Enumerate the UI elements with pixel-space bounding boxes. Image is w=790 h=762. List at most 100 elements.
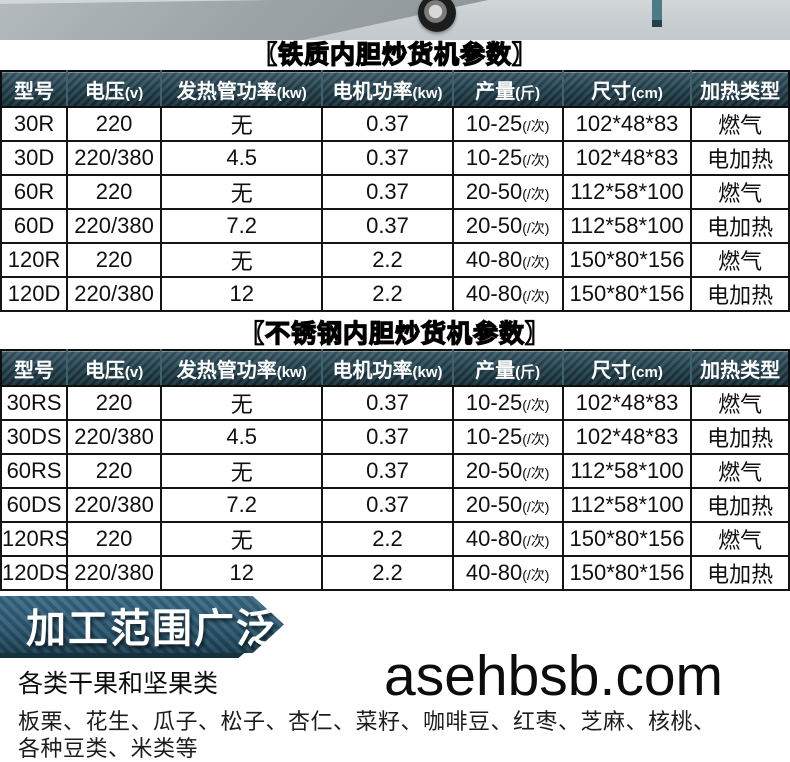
size-cell: 102*48*83 [561, 106, 693, 142]
size-cell: 112*58*100 [561, 487, 693, 523]
column-header: 产量(斤) [451, 70, 564, 108]
heater-power-cell: 无 [159, 453, 324, 489]
size-cell: 150*80*156 [561, 555, 693, 591]
motor-power-cell: 2.2 [321, 555, 454, 591]
voltage-cell: 220 [66, 453, 162, 489]
voltage-cell: 220 [66, 242, 162, 278]
column-header: 型号 [0, 349, 69, 387]
heating-type-cell: 电加热 [690, 555, 790, 591]
banner-arrow-ribbon: 加工范围广泛 [0, 596, 284, 653]
motor-power-cell: 0.37 [321, 487, 454, 523]
size-cell: 112*58*100 [561, 208, 693, 244]
column-header: 加热类型 [690, 70, 790, 108]
voltage-cell: 220 [66, 106, 162, 142]
heating-type-cell: 燃气 [690, 521, 790, 557]
header-row: 型号 电压(v) 发热管功率(kw) 电机功率(kw) 产量(斤) 尺寸(cm) 加热类型 [0, 349, 790, 387]
motor-power-cell: 0.37 [321, 140, 454, 176]
table-row: 30RS 220 无 0.37 10-25(/次) 102*48*83 燃气 [0, 385, 790, 421]
size-cell: 102*48*83 [561, 385, 693, 421]
output-cell: 40-80(/次) [451, 276, 564, 312]
heater-power-cell: 无 [159, 174, 324, 210]
table-row: 120D 220/380 12 2.2 40-80(/次) 150*80*156 电加热 [0, 276, 790, 312]
heating-type-cell: 电加热 [690, 140, 790, 176]
output-cell: 10-25(/次) [451, 419, 564, 455]
caster-wheel-photo [418, 0, 456, 32]
heating-type-cell: 燃气 [690, 385, 790, 421]
size-cell: 150*80*156 [561, 242, 693, 278]
motor-power-cell: 0.37 [321, 208, 454, 244]
voltage-cell: 220 [66, 385, 162, 421]
heating-type-cell: 电加热 [690, 208, 790, 244]
heating-type-cell: 电加热 [690, 419, 790, 455]
table-row: 60R 220 无 0.37 20-50(/次) 112*58*100 燃气 [0, 174, 790, 210]
voltage-cell: 220 [66, 174, 162, 210]
column-header: 尺寸(cm) [561, 349, 693, 387]
table-row: 30D 220/380 4.5 0.37 10-25(/次) 102*48*83 电加热 [0, 140, 790, 176]
processing-range-banner: 加工范围广泛 [0, 594, 790, 662]
size-cell: 150*80*156 [561, 521, 693, 557]
column-header: 电机功率(kw) [321, 70, 454, 108]
voltage-cell: 220/380 [66, 419, 162, 455]
heating-type-cell: 电加热 [690, 487, 790, 523]
watermark-text: asehbsb.com [384, 644, 724, 708]
heater-power-cell: 12 [159, 555, 324, 591]
motor-power-cell: 0.37 [321, 174, 454, 210]
size-cell: 112*58*100 [561, 174, 693, 210]
table-row: 30R 220 无 0.37 10-25(/次) 102*48*83 燃气 [0, 106, 790, 142]
steel-table-title: 【不锈钢内胆炒货机参数】 [238, 319, 551, 348]
food-items-line-2: 各种豆类、米类等 [18, 736, 199, 761]
motor-power-cell: 2.2 [321, 521, 454, 557]
column-header: 加热类型 [690, 349, 790, 387]
output-cell: 10-25(/次) [451, 385, 564, 421]
model-cell: 30R [0, 106, 69, 142]
output-cell: 20-50(/次) [451, 487, 564, 523]
header-row: 型号 电压(v) 发热管功率(kw) 电机功率(kw) 产量(斤) 尺寸(cm) 加热类型 [0, 70, 790, 108]
output-cell: 20-50(/次) [451, 208, 564, 244]
voltage-cell: 220/380 [66, 276, 162, 312]
voltage-cell: 220/380 [66, 555, 162, 591]
column-header: 产量(斤) [451, 349, 564, 387]
column-header: 发热管功率(kw) [159, 349, 324, 387]
heater-power-cell: 无 [159, 242, 324, 278]
model-cell: 30RS [0, 385, 69, 421]
model-cell: 30DS [0, 419, 69, 455]
motor-power-cell: 0.37 [321, 453, 454, 489]
model-cell: 120DS [0, 555, 69, 591]
table-row: 30DS 220/380 4.5 0.37 10-25(/次) 102*48*83 电加热 [0, 419, 790, 455]
table-row: 120RS 220 无 2.2 40-80(/次) 150*80*156 燃气 [0, 521, 790, 557]
column-header: 型号 [0, 70, 69, 108]
size-cell: 112*58*100 [561, 453, 693, 489]
motor-power-cell: 2.2 [321, 242, 454, 278]
heating-type-cell: 燃气 [690, 242, 790, 278]
product-photo-strip [0, 0, 790, 40]
steel-spec-table: 型号 电压(v) 发热管功率(kw) 电机功率(kw) 产量(斤) 尺寸(cm) 加热类型 3… [0, 349, 790, 591]
size-cell: 102*48*83 [561, 419, 693, 455]
size-cell: 150*80*156 [561, 276, 693, 312]
category-heading: 各类干果和坚果类 [18, 670, 219, 698]
iron-table-title: 【铁质内胆炒货机参数】 [251, 40, 538, 69]
banner-title: 加工范围广泛 [26, 606, 278, 651]
size-cell: 102*48*83 [561, 140, 693, 176]
heating-type-cell: 电加热 [690, 276, 790, 312]
output-cell: 10-25(/次) [451, 106, 564, 142]
heater-power-cell: 12 [159, 276, 324, 312]
voltage-cell: 220/380 [66, 208, 162, 244]
heating-type-cell: 燃气 [690, 106, 790, 142]
output-cell: 10-25(/次) [451, 140, 564, 176]
motor-power-cell: 0.37 [321, 106, 454, 142]
output-cell: 20-50(/次) [451, 453, 564, 489]
heating-type-cell: 燃气 [690, 453, 790, 489]
heater-power-cell: 无 [159, 521, 324, 557]
model-cell: 120D [0, 276, 69, 312]
model-cell: 120R [0, 242, 69, 278]
voltage-cell: 220 [66, 521, 162, 557]
table-row: 120R 220 无 2.2 40-80(/次) 150*80*156 燃气 [0, 242, 790, 278]
motor-power-cell: 2.2 [321, 276, 454, 312]
output-cell: 20-50(/次) [451, 174, 564, 210]
column-header: 尺寸(cm) [561, 70, 693, 108]
motor-power-cell: 0.37 [321, 419, 454, 455]
column-header: 发热管功率(kw) [159, 70, 324, 108]
iron-spec-table: 型号 电压(v) 发热管功率(kw) 电机功率(kw) 产量(斤) 尺寸(cm) 加热类型 3… [0, 70, 790, 312]
model-cell: 120RS [0, 521, 69, 557]
voltage-cell: 220/380 [66, 140, 162, 176]
